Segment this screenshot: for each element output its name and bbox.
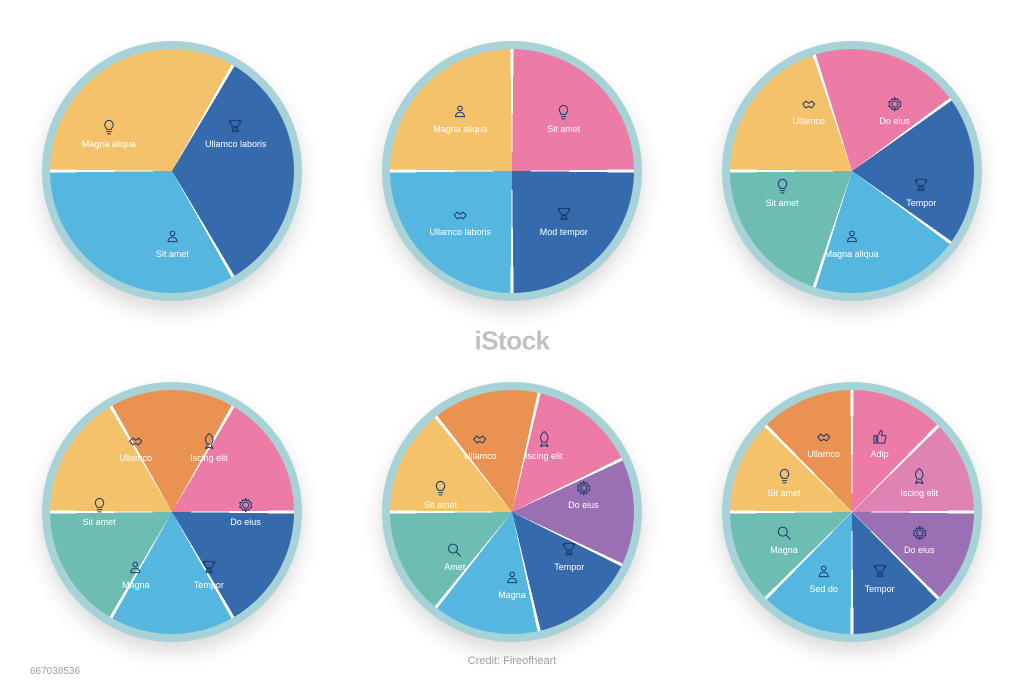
segment-label: Amet xyxy=(444,541,465,573)
watermark-text: iStock xyxy=(474,326,549,357)
segment-label: Sit amet xyxy=(83,496,116,528)
segment-label: Magna aliqua xyxy=(82,118,136,150)
segment-label: Do eius xyxy=(568,479,599,511)
segment-label: Ullamco laboris xyxy=(429,206,491,238)
image-id: 667038536 xyxy=(30,666,80,677)
segment-label: Tempor xyxy=(906,177,936,209)
segment-label: Magna xyxy=(770,524,798,556)
segment-label: Sed do xyxy=(809,563,838,595)
segment-label: Tempor xyxy=(865,563,895,595)
segment-label: Magna aliqua xyxy=(825,228,879,260)
pie-chart-4-seg: Sit amet Mod tempor Ullamco laboris Magna a… xyxy=(360,20,665,321)
segment-label: Tempor xyxy=(194,559,224,591)
segment-label: Ullamco xyxy=(464,430,497,462)
segment-label: Ullamco xyxy=(792,95,825,127)
segment-label: Magna xyxy=(122,559,150,591)
segment-label: Magna aliqua xyxy=(433,103,487,135)
segment-label: Magna xyxy=(498,569,526,601)
segment-label: Sit amet xyxy=(424,479,457,511)
segment-label: Iscing elit xyxy=(525,430,563,462)
credit-text: Credit: Fireofheart xyxy=(468,655,557,667)
infographic-grid: iStock Credit: Fireofheart 667038536 Ull… xyxy=(20,20,1004,662)
segment-label: Ullamco laboris xyxy=(205,118,267,150)
pie-chart-3-seg: Ullamco laboris Sit amet Magna aliqua xyxy=(20,20,325,321)
segment-label: Do eius xyxy=(230,496,261,528)
segment-label: Tempor xyxy=(554,541,584,573)
segment-label: Sit amet xyxy=(766,177,799,209)
segment-label: Ullamco xyxy=(807,428,840,460)
pie-chart-6-seg: Iscing elit Do eius Tempor Magna Sit ametUll… xyxy=(20,361,325,662)
segment-label: Ullamco xyxy=(119,432,152,464)
pie-chart-5-seg: Do eius Tempor Magna aliqua Sit amet Ullamco xyxy=(699,20,1004,321)
segment-label: Sit amet xyxy=(156,228,189,260)
segment-label: Adip xyxy=(871,428,889,460)
pie-chart-8-seg: Adip Iscing elit Do eius Tempor Sed do Magna S… xyxy=(699,361,1004,662)
segment-label: Sit amet xyxy=(547,103,580,135)
segment-label: Do eius xyxy=(904,524,935,556)
pie-chart-7-seg: Iscing elitDo eius Tempor Magna Amet Sit ame… xyxy=(360,361,665,662)
segment-label: Iscing elit xyxy=(190,432,228,464)
segment-label: Sit amet xyxy=(768,468,801,500)
segment-label: Do eius xyxy=(879,95,910,127)
segment-label: Iscing elit xyxy=(901,468,939,500)
segment-label: Mod tempor xyxy=(540,206,588,238)
